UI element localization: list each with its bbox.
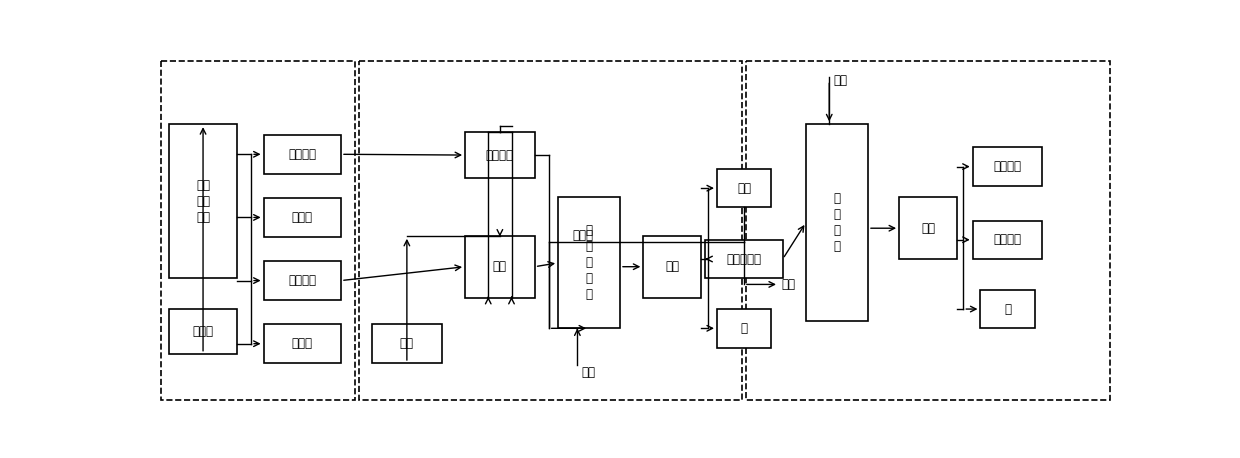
Text: 化工原料: 化工原料 [993, 233, 1022, 246]
Text: 制浆: 制浆 [492, 260, 507, 273]
Bar [465, 132, 534, 178]
Bar [169, 309, 237, 354]
Bar [706, 240, 782, 278]
Text: 热解半焦: 热解半焦 [288, 148, 316, 161]
Text: 轻质生抛油: 轻质生抛油 [727, 252, 761, 266]
Bar [263, 135, 341, 174]
Text: 蒸馏: 蒸馏 [666, 260, 680, 273]
Bar [358, 61, 743, 400]
Text: 氢气: 氢气 [582, 366, 595, 380]
Bar [644, 236, 702, 298]
Bar [372, 324, 441, 363]
Text: 热解气: 热解气 [291, 337, 312, 350]
Text: 蒸馏: 蒸馏 [921, 222, 935, 234]
Text: 烃油: 烃油 [399, 337, 414, 350]
Text: 水: 水 [1004, 303, 1011, 316]
Bar [899, 197, 957, 259]
Text: 热解水: 热解水 [291, 211, 312, 224]
Bar [972, 220, 1043, 259]
Bar [465, 236, 534, 298]
Text: 水: 水 [740, 322, 748, 335]
Bar [161, 61, 355, 400]
Text: 尾油: 尾油 [737, 182, 751, 195]
Bar [263, 262, 341, 300]
Bar [717, 309, 771, 348]
Text: 液体燃料: 液体燃料 [993, 160, 1022, 173]
Text: 生物焦油: 生物焦油 [288, 274, 316, 287]
Text: 催
化
裂
化: 催 化 裂 化 [833, 192, 841, 253]
Text: 浆
态
床
加
氢: 浆 态 床 加 氢 [585, 224, 593, 301]
Text: 制催化剂: 制催化剂 [486, 148, 513, 162]
Bar [263, 198, 341, 237]
Text: 生物
质热
解炉: 生物 质热 解炉 [196, 179, 210, 224]
Text: 循环用: 循环用 [572, 229, 593, 242]
Bar [717, 169, 771, 207]
Text: 氢气: 氢气 [833, 74, 847, 87]
Bar [263, 324, 341, 363]
Text: 生物质: 生物质 [192, 325, 213, 338]
Bar [806, 124, 868, 321]
Bar [981, 290, 1034, 328]
Text: 外用: 外用 [781, 278, 795, 291]
Bar [558, 197, 620, 328]
Bar [746, 61, 1110, 400]
Bar [972, 147, 1043, 186]
Bar [169, 124, 237, 278]
